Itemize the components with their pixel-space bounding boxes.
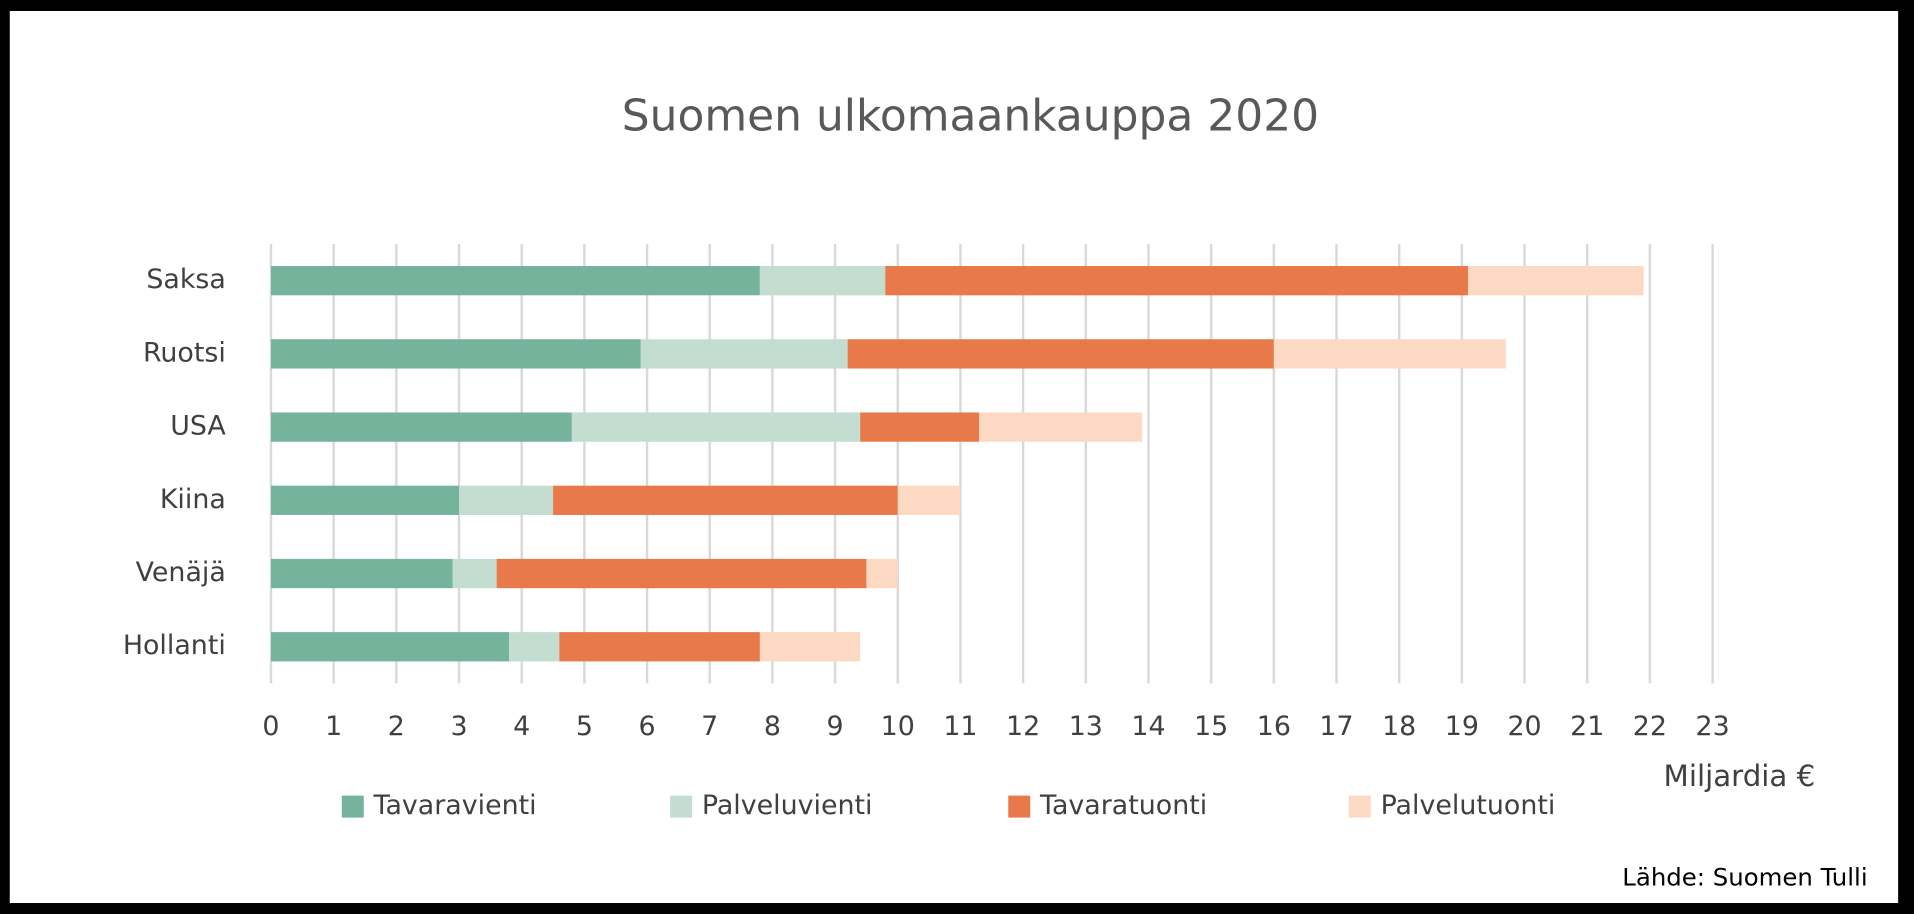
x-tick-label: 6: [639, 711, 656, 742]
legend-label: Palveluvienti: [702, 790, 873, 821]
bar-segment: [979, 412, 1143, 442]
bar-segment: [559, 632, 760, 662]
x-tick-label: 9: [827, 711, 844, 742]
axis-label: Miljardia €: [1664, 759, 1816, 793]
bar-segment: [897, 485, 961, 515]
y-tick-label: USA: [170, 411, 226, 442]
x-tick-label: 22: [1633, 711, 1667, 742]
y-tick-label: Kiina: [160, 484, 226, 515]
bar-segment: [270, 558, 453, 589]
legend-label: Palvelutuonti: [1381, 790, 1556, 821]
bar-segment: [496, 558, 867, 589]
x-tick-label: 20: [1507, 711, 1541, 742]
chart-title: Suomen ulkomaankauppa 2020: [622, 90, 1319, 141]
x-tick-label: 17: [1319, 711, 1353, 742]
legend-label: Tavaravienti: [373, 790, 537, 821]
x-tick-label: 1: [325, 711, 342, 742]
bar-segment: [553, 485, 898, 515]
x-tick-label: 16: [1257, 711, 1291, 742]
bar-segment: [847, 339, 1274, 369]
y-tick-label: Hollanti: [123, 630, 226, 661]
bar-segment: [1468, 266, 1644, 296]
bar-segment: [509, 632, 560, 662]
bar-segment: [571, 412, 861, 442]
legend-label: Tavaratuonti: [1039, 790, 1207, 821]
bar-segment: [640, 339, 848, 369]
y-tick-label: Venäjä: [136, 557, 226, 588]
legend-swatch: [670, 795, 693, 818]
x-tick-label: 4: [513, 711, 530, 742]
chart-area: [9, 10, 1899, 904]
bar-segment: [1273, 339, 1506, 369]
bar-segment: [759, 266, 886, 296]
x-tick-label: 19: [1445, 711, 1479, 742]
bar-segment: [270, 485, 460, 515]
x-tick-label: 7: [701, 711, 718, 742]
x-tick-label: 10: [881, 711, 915, 742]
bar-segment: [860, 412, 980, 442]
bar-segment: [866, 558, 898, 589]
source: Lähde: Suomen Tulli: [1622, 863, 1867, 892]
x-tick-label: 5: [576, 711, 593, 742]
y-tick-label: Ruotsi: [143, 337, 226, 368]
legend-swatch: [1348, 795, 1371, 818]
x-tick-label: 2: [388, 711, 405, 742]
x-tick-label: 3: [450, 711, 467, 742]
x-tick-label: 0: [262, 711, 279, 742]
x-tick-label: 11: [943, 711, 977, 742]
bar-segment: [270, 266, 760, 296]
x-tick-label: 12: [1006, 711, 1040, 742]
bar-segment: [270, 632, 510, 662]
x-tick-label: 18: [1382, 711, 1416, 742]
x-tick-label: 15: [1194, 711, 1228, 742]
bar-segment: [270, 339, 641, 369]
bar-segment: [885, 266, 1469, 296]
bar-segment: [270, 412, 572, 442]
x-tick-label: 23: [1696, 711, 1730, 742]
bar-segment: [759, 632, 861, 662]
x-tick-label: 8: [764, 711, 781, 742]
bar-segment: [459, 485, 554, 515]
legend-swatch: [1008, 795, 1031, 818]
x-tick-label: 21: [1570, 711, 1604, 742]
legend-swatch: [341, 795, 364, 818]
x-tick-label: 13: [1069, 711, 1103, 742]
x-tick-label: 14: [1131, 711, 1165, 742]
y-tick-label: Saksa: [146, 264, 225, 295]
bar-segment: [452, 558, 497, 589]
